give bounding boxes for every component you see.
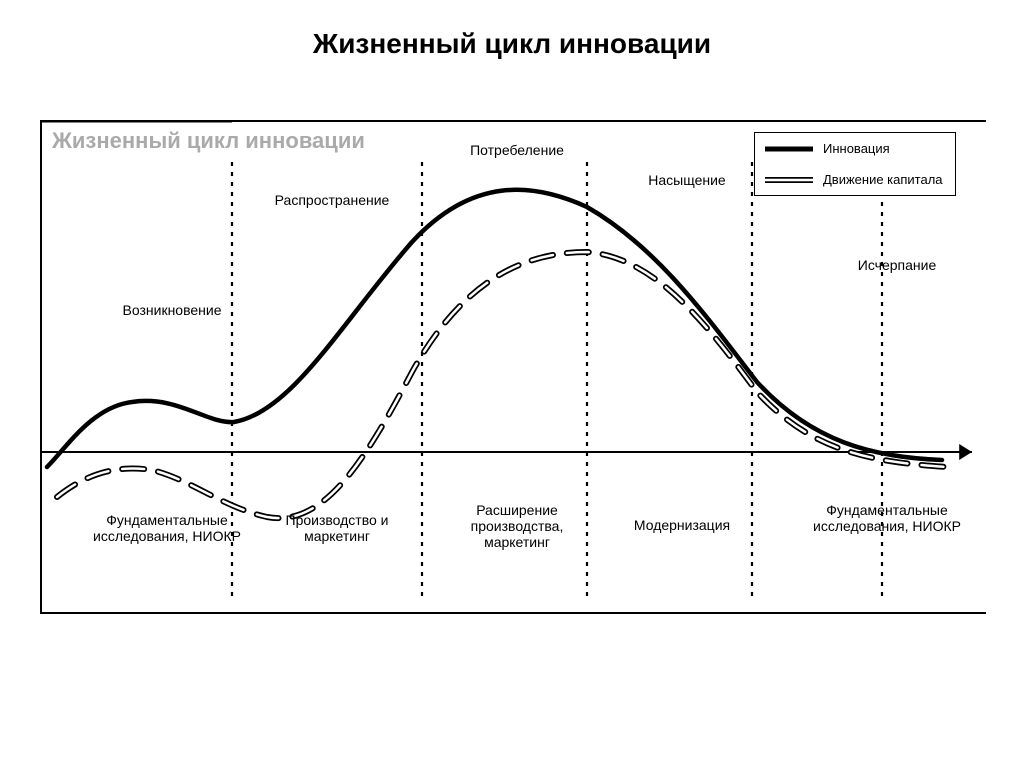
- capital-line: [57, 252, 947, 518]
- below-4: Модернизация: [617, 517, 747, 533]
- x-axis-arrow: [959, 444, 972, 460]
- phase-spread: Распространение: [252, 192, 412, 208]
- capital-line-gap: [57, 252, 947, 518]
- phase-emergence: Возникновение: [102, 302, 242, 318]
- below-5: Фундаментальные исследования, НИОКР: [802, 502, 972, 534]
- legend-row-innovation: Инновация: [755, 133, 955, 164]
- legend-row-capital: Движение капитала: [755, 164, 955, 195]
- legend-label-innovation: Инновация: [823, 142, 890, 156]
- below-1: Фундаментальные исследования, НИОКР: [87, 512, 247, 544]
- phase-consumption: Потребеление: [442, 142, 592, 158]
- chart-frame: Жизненный цикл инновации Возникновение Р…: [40, 120, 986, 614]
- legend-swatch-capital: [763, 171, 815, 189]
- legend-label-capital: Движение капитала: [823, 173, 943, 187]
- below-3: Расширение производства, маркетинг: [442, 502, 592, 550]
- phase-exhaustion: Исчерпание: [832, 257, 962, 273]
- legend-swatch-innovation: [763, 140, 815, 158]
- innovation-line: [47, 190, 942, 467]
- legend: Инновация Движение капитала: [754, 132, 956, 196]
- below-2: Производство и маркетинг: [267, 512, 407, 544]
- page-title: Жизненный цикл инновации: [0, 0, 1024, 60]
- phase-saturation: Насыщение: [627, 172, 747, 188]
